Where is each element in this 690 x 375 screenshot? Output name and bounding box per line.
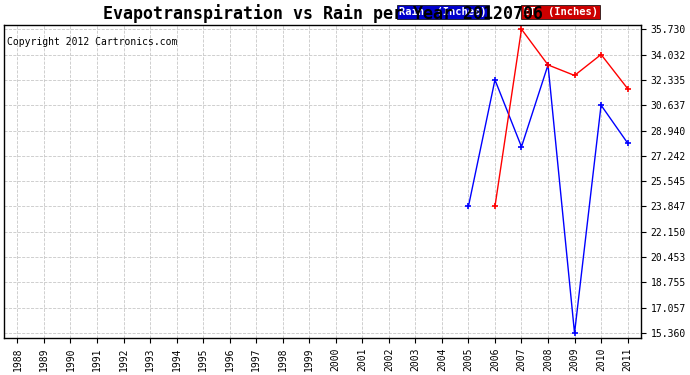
Title: Evapotranspiration vs Rain per Year 20120706: Evapotranspiration vs Rain per Year 2012… [103,4,542,23]
Text: ET  (Inches): ET (Inches) [523,7,598,17]
Text: Rain  (Inches): Rain (Inches) [399,7,486,17]
Text: Copyright 2012 Cartronics.com: Copyright 2012 Cartronics.com [7,37,177,47]
